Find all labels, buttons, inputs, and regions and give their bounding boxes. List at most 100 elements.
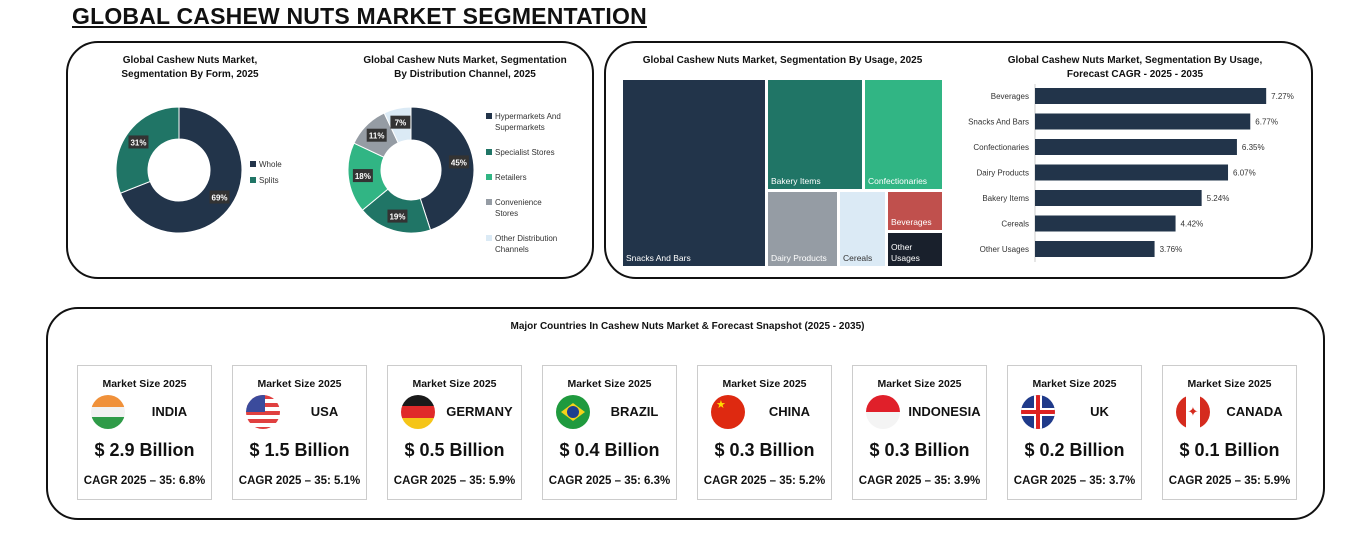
slice-data-label: 18%: [352, 169, 373, 183]
market-size-value: $ 1.5 Billion: [249, 440, 350, 460]
bar-value-label: 6.77%: [1255, 118, 1278, 127]
bar-confectionaries: [1035, 139, 1237, 155]
bar-bakery-items: [1035, 190, 1202, 206]
china-flag-icon: ★: [711, 395, 745, 429]
cagr-value: CAGR 2025 – 35: 3.9%: [858, 475, 981, 487]
market-size-value: $ 2.9 Billion: [94, 440, 195, 460]
country-card-indonesia: Market Size 2025 INDONESIA $ 0.3 Billion…: [852, 365, 987, 500]
legend-item: Splits: [250, 175, 330, 186]
market-size-value: $ 0.3 Billion: [869, 440, 970, 460]
svg-text:18%: 18%: [355, 172, 371, 181]
legend-item: Hypermarkets And Supermarkets: [486, 111, 566, 133]
market-size-label: Market Size 2025: [1187, 378, 1272, 390]
bar-value-label: 7.27%: [1271, 92, 1294, 101]
market-size-label: Market Size 2025: [1032, 378, 1117, 390]
countries-panel: [46, 307, 1325, 520]
svg-text:7%: 7%: [395, 119, 407, 128]
market-size-value: $ 0.3 Billion: [714, 440, 815, 460]
treemap-cell-dairy-products: Dairy Products: [767, 191, 838, 267]
country-name: INDIA: [151, 404, 188, 419]
cagr-value: CAGR 2025 – 35: 5.2%: [703, 475, 826, 487]
snapshot-title: Major Countries In Cashew Nuts Market & …: [510, 321, 865, 332]
country-name: UK: [1090, 404, 1109, 419]
legend-label: Specialist Stores: [495, 148, 555, 157]
country-name: GERMANY: [446, 404, 513, 419]
bar-other-usages: [1035, 241, 1155, 257]
slice-data-label: 69%: [209, 190, 230, 204]
svg-text:69%: 69%: [212, 194, 228, 203]
bar-category-label: Snacks And Bars: [968, 118, 1029, 127]
cagr-value: CAGR 2025 – 35: 5.9%: [393, 475, 516, 487]
treemap-label: Cereals: [843, 253, 873, 263]
market-size-label: Market Size 2025: [877, 378, 962, 390]
legend-item: Retailers: [486, 172, 566, 183]
legend-label: Convenience Stores: [495, 198, 542, 218]
country-name: INDONESIA: [908, 404, 981, 419]
country-card-uk: Market Size 2025 UK $ 0.2 Billion CAGR 2…: [1007, 365, 1142, 500]
slice-data-label: 45%: [448, 155, 469, 169]
country-card-usa: Market Size 2025 USA $ 1.5 Billion CAGR …: [232, 365, 367, 500]
legend-label: Whole: [259, 160, 282, 169]
bar-value-label: 6.07%: [1233, 169, 1256, 178]
bar-dairy-products: [1035, 164, 1229, 181]
market-size-value: $ 0.1 Billion: [1179, 440, 1280, 460]
treemap-label: Other Usages: [891, 242, 920, 263]
legend-label: Other Distribution Channels: [495, 234, 558, 254]
distribution-chart-title: Global Cashew Nuts Market, Segmentation …: [363, 55, 567, 80]
india-flag-icon: [91, 395, 125, 429]
market-size-label: Market Size 2025: [257, 378, 342, 390]
cagr-value: CAGR 2025 – 35: 3.7%: [1013, 475, 1136, 487]
usage-panel: [604, 41, 1313, 279]
market-size-label: Market Size 2025: [567, 378, 652, 390]
market-size-label: Market Size 2025: [102, 378, 187, 390]
bar-value-label: 5.24%: [1207, 194, 1230, 203]
treemap-label: Confectionaries: [868, 176, 928, 186]
canada-flag-icon: ✦: [1176, 395, 1210, 429]
market-size-value: $ 0.5 Billion: [404, 440, 505, 460]
svg-text:19%: 19%: [389, 213, 405, 222]
legend-swatch: [250, 161, 256, 167]
treemap-label: Beverages: [891, 217, 932, 227]
legend-label: Hypermarkets And Supermarkets: [495, 112, 561, 132]
treemap-label: Bakery Items: [771, 176, 821, 186]
legend-swatch: [486, 199, 492, 205]
bar-value-label: 6.35%: [1242, 143, 1265, 152]
form-chart-title: Global Cashew Nuts Market, Segmentation …: [121, 55, 259, 80]
usage-cagr-title: Global Cashew Nuts Market, Segmentation …: [1007, 55, 1263, 80]
slice-data-label: 11%: [366, 128, 387, 142]
legend-item: Whole: [250, 159, 330, 170]
slice-data-label: 19%: [387, 209, 408, 223]
bar-category-label: Bakery Items: [982, 194, 1029, 203]
bar-cereals: [1035, 215, 1176, 232]
donut-slice-hypermarkets-and-supermarkets: [410, 106, 475, 231]
donut-slice-splits: [115, 106, 180, 194]
bar-beverages: [1035, 88, 1267, 104]
bar-value-label: 4.42%: [1181, 220, 1204, 229]
country-card-brazil: Market Size 2025 BRAZIL $ 0.4 Billion CA…: [542, 365, 677, 500]
treemap-cell-confectionaries: Confectionaries: [864, 79, 943, 190]
country-card-germany: Market Size 2025 GERMANY $ 0.5 Billion C…: [387, 365, 522, 500]
legend-item: Other Distribution Channels: [486, 233, 566, 255]
svg-text:31%: 31%: [130, 138, 146, 147]
slice-data-label: 7%: [390, 115, 411, 129]
country-name: CHINA: [768, 404, 811, 419]
treemap-label: Dairy Products: [771, 253, 827, 263]
usa-flag-icon: [246, 395, 280, 429]
bar-category-label: Other Usages: [980, 245, 1029, 254]
brazil-flag-icon: [556, 395, 590, 429]
slice-data-label: 31%: [128, 135, 149, 149]
cagr-value: CAGR 2025 – 35: 6.3%: [548, 475, 671, 487]
germany-flag-icon: [401, 395, 435, 429]
cagr-value: CAGR 2025 – 35: 6.8%: [83, 475, 206, 487]
country-name: BRAZIL: [610, 404, 659, 419]
legend-swatch: [250, 177, 256, 183]
market-size-value: $ 0.4 Billion: [559, 440, 660, 460]
legend-swatch: [486, 149, 492, 155]
bar-category-label: Cereals: [1001, 220, 1029, 229]
cagr-value: CAGR 2025 – 35: 5.1%: [238, 475, 361, 487]
page-title: GLOBAL CASHEW NUTS MARKET SEGMENTATION: [72, 3, 647, 29]
legend-item: Convenience Stores: [486, 197, 566, 219]
svg-text:45%: 45%: [451, 158, 467, 167]
legend-label: Splits: [259, 176, 279, 185]
cagr-value: CAGR 2025 – 35: 5.9%: [1168, 475, 1291, 487]
